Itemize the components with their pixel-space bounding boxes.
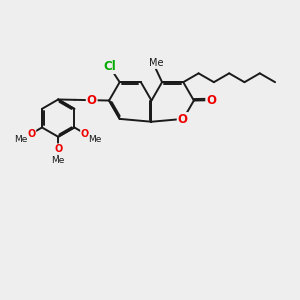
Text: O: O — [54, 144, 62, 154]
Text: O: O — [81, 129, 89, 139]
Text: O: O — [27, 129, 35, 139]
Text: O: O — [206, 94, 216, 107]
Text: O: O — [87, 94, 97, 107]
Text: Cl: Cl — [103, 60, 116, 73]
Text: Me: Me — [148, 58, 163, 68]
Text: Me: Me — [52, 156, 65, 165]
Text: Me: Me — [88, 135, 102, 144]
Text: Me: Me — [14, 135, 28, 144]
Text: O: O — [178, 113, 188, 126]
